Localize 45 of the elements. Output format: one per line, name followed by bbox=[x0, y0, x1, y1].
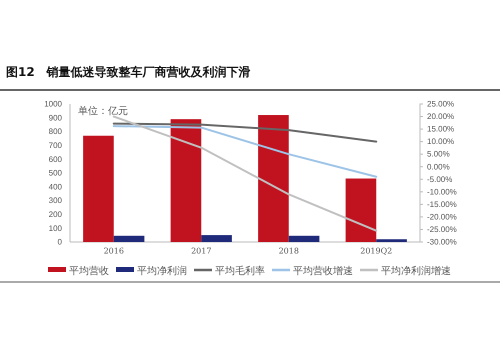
y-tick-label: 400 bbox=[48, 182, 63, 192]
bar bbox=[170, 119, 202, 242]
y2-tick-label: 0.00% bbox=[427, 162, 450, 172]
bar bbox=[114, 236, 144, 242]
y2-tick-label: -25.00% bbox=[427, 225, 457, 234]
chart-title: 图12 销量低迷导致整车厂商营收及利润下滑 bbox=[6, 65, 251, 79]
legend-label: 平均净利润 bbox=[137, 265, 187, 277]
legend-label: 平均毛利率 bbox=[215, 265, 265, 277]
x-tick-label: 2018 bbox=[278, 246, 299, 256]
y2-tick-label: -5.00% bbox=[427, 174, 452, 184]
y-tick-label: 800 bbox=[48, 127, 63, 136]
bar bbox=[288, 236, 320, 242]
y2-tick-label: 15.00% bbox=[427, 124, 454, 134]
y2-tick-label: 20.00% bbox=[427, 112, 454, 122]
legend-label: 平均营收增速 bbox=[293, 265, 353, 277]
y-tick-label: 300 bbox=[48, 196, 63, 206]
bar bbox=[201, 235, 232, 242]
y2-tick-label: 5.00% bbox=[427, 150, 450, 159]
x-tick-label: 2019Q2 bbox=[360, 246, 392, 256]
y-tick-label: 600 bbox=[48, 154, 63, 164]
legend-label: 平均净利润增速 bbox=[381, 265, 451, 277]
y2-tick-label: 25.00% bbox=[427, 100, 454, 109]
y2-tick-label: -15.00% bbox=[427, 200, 457, 209]
x-tick-label: 2016 bbox=[104, 246, 124, 256]
line-series bbox=[112, 116, 378, 232]
y2-tick-label: -20.00% bbox=[427, 212, 457, 222]
y-tick-label: 200 bbox=[48, 210, 63, 219]
y2-tick-label: -30.00% bbox=[427, 238, 457, 247]
y2-tick-label: 10.00% bbox=[427, 137, 454, 146]
bar bbox=[376, 239, 407, 242]
y-tick-label: 0 bbox=[58, 238, 63, 247]
y2-tick-label: -10.00% bbox=[427, 187, 457, 196]
y-tick-label: 1000 bbox=[44, 100, 63, 109]
y-tick-label: 700 bbox=[48, 140, 63, 150]
bar bbox=[346, 178, 376, 242]
legend-label: 平均营收 bbox=[69, 265, 109, 277]
y-tick-label: 500 bbox=[48, 168, 63, 178]
line-series bbox=[112, 125, 378, 178]
bar bbox=[258, 115, 289, 242]
line-series bbox=[112, 122, 378, 143]
y-tick-label: 900 bbox=[48, 113, 63, 122]
x-tick-label: 2017 bbox=[191, 246, 212, 256]
annotation: 单位：亿元 bbox=[78, 105, 128, 117]
y-tick-label: 100 bbox=[48, 224, 63, 233]
bar bbox=[83, 136, 114, 242]
